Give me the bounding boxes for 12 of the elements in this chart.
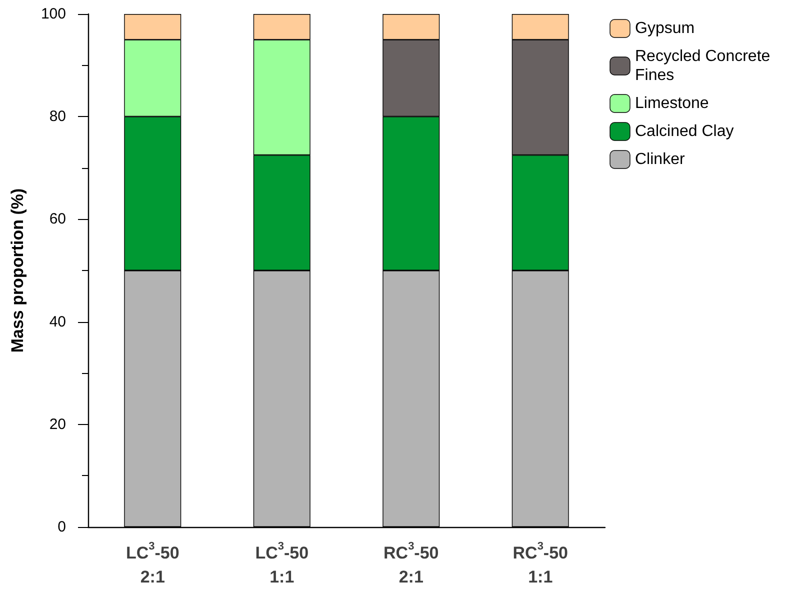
y-tick-label: 0 (58, 518, 66, 536)
y-tick-label: 60 (49, 210, 66, 228)
y-axis-title: Mass proportion (%) (8, 188, 27, 353)
y-tick-label: 20 (49, 416, 66, 433)
y-tick-label: 100 (40, 6, 66, 22)
y-tick-label: 40 (49, 313, 66, 330)
legend-label: Calcined Clay (635, 123, 734, 140)
legend-label: Recycled Concrete Fines (635, 48, 775, 84)
legend-label: Gypsum (635, 20, 695, 37)
legend-label: Clinker (635, 151, 686, 168)
y-tick-label: 80 (49, 108, 66, 126)
legend-label: Limestone (635, 95, 709, 112)
